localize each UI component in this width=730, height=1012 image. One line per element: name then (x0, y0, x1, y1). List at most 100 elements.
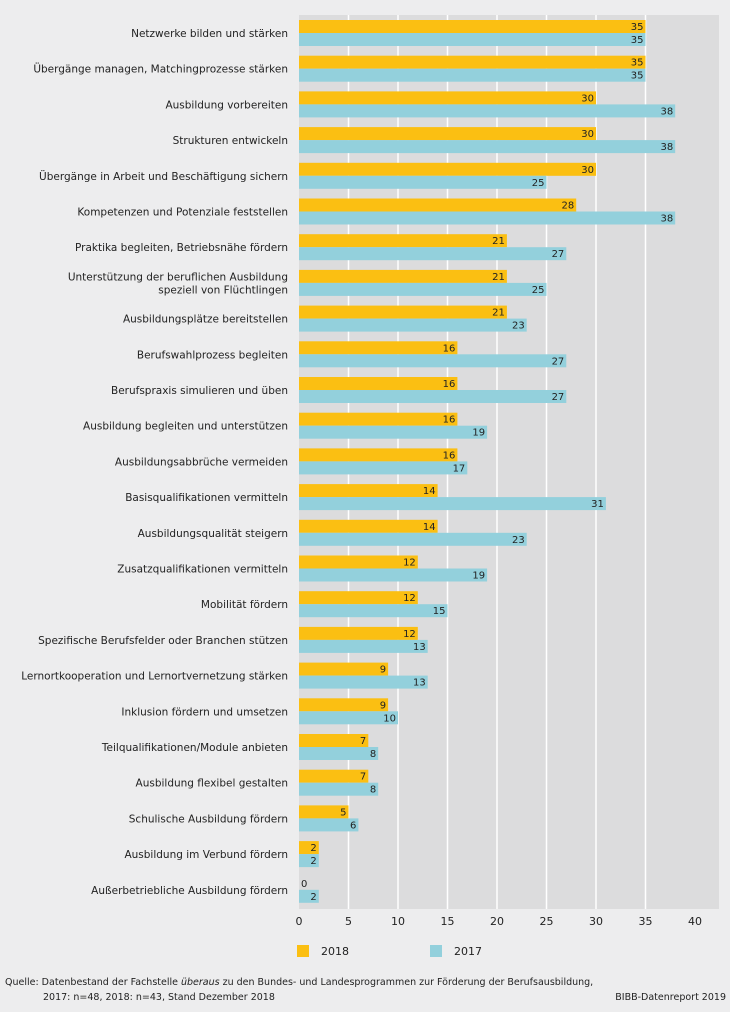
source-suffix: zu den Bundes- und Landesprogrammen zur … (220, 977, 594, 988)
category-label: Schulische Ausbildung fördern (129, 813, 288, 825)
value-label-2018: 21 (492, 272, 505, 283)
value-label-2017: 15 (433, 606, 446, 617)
value-label-2017: 8 (370, 785, 376, 796)
bar-2017 (299, 140, 676, 154)
bar-2017 (299, 782, 379, 796)
bar-2018 (299, 20, 646, 33)
category-label: Basisqualifikationen vermitteln (125, 492, 288, 504)
bar-2018 (299, 448, 458, 462)
bar-2017 (299, 425, 488, 439)
bar-2018 (299, 626, 418, 640)
x-tick-label: 20 (490, 915, 504, 928)
value-label-2018: 12 (403, 593, 416, 604)
category-label: Kompetenzen und Potenziale feststellen (77, 207, 288, 219)
value-label-2018: 30 (581, 93, 594, 104)
value-label-2017: 19 (472, 428, 485, 439)
bar-2018 (299, 377, 458, 390)
legend-label-2017: 2017 (454, 945, 482, 958)
category-label: Berufspraxis simulieren und üben (111, 385, 288, 397)
value-label-2018: 14 (423, 486, 436, 497)
value-label-2017: 6 (350, 820, 356, 831)
value-label-2017: 23 (512, 321, 525, 332)
value-label-2017: 13 (413, 642, 426, 653)
category-label: Unterstützung der beruflichen Ausbildung… (68, 271, 288, 296)
x-tick-label: 15 (441, 915, 455, 928)
bar-2017 (299, 854, 319, 868)
value-label-2017: 31 (591, 499, 604, 510)
bar-2017 (299, 33, 646, 46)
bar-2017 (299, 675, 428, 689)
bar-2017 (299, 68, 646, 82)
category-label: Ausbildung flexibel gestalten (136, 778, 288, 790)
bar-2017 (299, 889, 319, 903)
x-tick-label: 25 (540, 915, 554, 928)
value-label-2018: 2 (310, 843, 316, 854)
bar-2018 (299, 769, 369, 783)
bar-2018 (299, 484, 438, 498)
category-label: Ausbildungsqualität steigern (138, 528, 288, 540)
bar-2017 (299, 282, 547, 296)
value-label-2018: 5 (340, 807, 346, 818)
value-label-2018: 30 (581, 129, 594, 140)
category-label: Übergänge managen, Matchingprozesse stär… (33, 63, 288, 76)
bar-2018 (299, 162, 596, 176)
bar-2018 (299, 305, 507, 319)
bar-2018 (299, 698, 389, 712)
value-label-2018: 12 (403, 629, 416, 640)
bar-2018 (299, 198, 577, 212)
value-label-2017: 38 (660, 106, 673, 117)
bar-2018 (299, 555, 418, 569)
category-label: Ausbildungsplätze bereitstellen (123, 314, 288, 326)
bar-2017 (299, 461, 468, 475)
x-tick-label: 35 (639, 915, 653, 928)
value-label-2018: 35 (631, 22, 644, 33)
category-label: Netzwerke bilden und stärken (131, 28, 288, 40)
bar-2017 (299, 104, 676, 118)
bar-2018 (299, 234, 507, 248)
value-label-2017: 23 (512, 535, 525, 546)
bar-2017 (299, 639, 428, 653)
value-label-2017: 27 (552, 356, 565, 367)
bar-2018 (299, 341, 458, 355)
value-label-2017: 27 (552, 392, 565, 403)
bar-2017 (299, 175, 547, 189)
category-label: Inklusion fördern und umsetzen (121, 706, 288, 718)
source-note: Quelle: Datenbestand der Fachstelle über… (5, 977, 593, 988)
value-label-2018: 21 (492, 308, 505, 319)
bar-2017 (299, 568, 488, 582)
bar-2017 (299, 390, 567, 403)
value-label-2018: 7 (360, 736, 366, 747)
x-tick-label: 40 (688, 915, 702, 928)
bar-2018 (299, 519, 438, 533)
credit: BIBB-Datenreport 2019 (615, 992, 726, 1003)
value-label-2018: 12 (403, 558, 416, 569)
category-label: Ausbildung begleiten und unterstützen (83, 421, 288, 433)
value-label-2017: 17 (453, 463, 466, 474)
value-label-2017: 38 (660, 214, 673, 225)
bar-2017 (299, 747, 379, 760)
bar-2017 (299, 604, 448, 618)
category-label: Mobilität fördern (201, 599, 288, 611)
bar-2017 (299, 211, 676, 225)
legend-swatch-2017 (430, 945, 442, 957)
value-label-2017: 13 (413, 678, 426, 689)
category-label: Ausbildung vorbereiten (165, 99, 288, 111)
bar-2018 (299, 412, 458, 426)
value-label-2018: 0 (301, 879, 307, 890)
value-label-2018: 16 (443, 415, 456, 426)
bar-2017 (299, 818, 359, 832)
value-label-2017: 2 (310, 892, 316, 903)
source-italic: überaus (181, 977, 220, 988)
value-label-2017: 8 (370, 749, 376, 760)
value-label-2017: 19 (472, 571, 485, 582)
bar-2017 (299, 318, 527, 332)
value-label-2018: 9 (380, 665, 386, 676)
value-label-2017: 2 (310, 856, 316, 867)
category-label: Strukturen entwickeln (173, 135, 288, 147)
value-label-2017: 35 (631, 35, 644, 46)
legend-label-2018: 2018 (321, 945, 349, 958)
bar-2017 (299, 354, 567, 368)
x-tick-label: 10 (391, 915, 405, 928)
bar-2017 (299, 532, 527, 546)
